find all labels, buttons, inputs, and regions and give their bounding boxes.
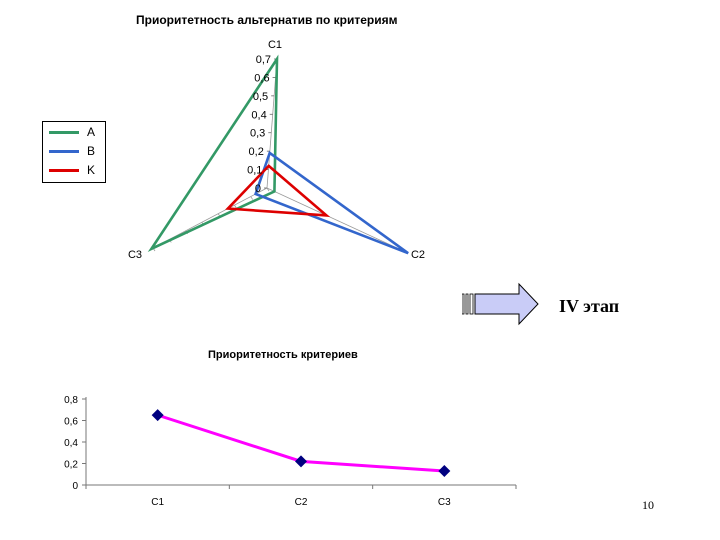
legend-label-a: A <box>87 125 96 139</box>
legend-item-a: A <box>49 124 105 140</box>
radar-chart-title: Приоритетность альтернатив по критериям <box>136 13 398 27</box>
y-tick-label: 0,2 <box>64 460 78 471</box>
stage-label: IV этап <box>559 296 620 316</box>
radar-tick-label: 0,6 <box>254 72 269 84</box>
line-axes: 0 0,2 0,4 0,6 0,8 C1 C2 C3 <box>64 395 517 508</box>
radar-tick-label: 0,5 <box>253 91 268 103</box>
legend-swatch-k <box>49 169 79 172</box>
radar-tick <box>266 187 270 192</box>
y-tick-label: 0 <box>72 481 78 492</box>
legend-item-k: K <box>49 162 105 178</box>
x-tick-label: C2 <box>295 497 308 508</box>
line-point-marker <box>151 409 164 422</box>
legend-swatch-b <box>49 150 79 153</box>
radar-tick-label: 0,4 <box>251 109 266 121</box>
radar-tick-label: 0,1 <box>247 165 262 177</box>
radar-spoke <box>266 187 398 249</box>
radar-tick <box>250 196 254 200</box>
line-chart-title: Приоритетность критериев <box>208 349 358 361</box>
legend-item-b: B <box>49 143 105 159</box>
legend-label-b: B <box>87 144 96 158</box>
page-number: 10 <box>642 498 654 512</box>
x-tick-label: C1 <box>151 497 164 508</box>
x-tick-label: C3 <box>438 497 451 508</box>
radar-legend: A B K <box>42 121 106 183</box>
radar-tick-label: 0,7 <box>256 54 271 66</box>
line-series <box>151 409 451 478</box>
right-arrow-icon <box>462 282 539 326</box>
radar-labels: 0 0,1 0,2 0,3 0,4 0,5 0,6 0,7 C1 C2 C3 <box>128 39 425 261</box>
radar-axis-label: C2 <box>411 249 425 261</box>
radar-tick <box>234 204 237 209</box>
y-tick-label: 0,8 <box>64 395 78 406</box>
radar-series <box>147 54 409 255</box>
radar-tick-label: 0,3 <box>250 128 265 140</box>
line-point-marker <box>295 455 307 468</box>
legend-swatch-a <box>49 131 79 134</box>
radar-series-k <box>225 164 331 217</box>
radar-axis-label: C3 <box>128 249 142 261</box>
y-tick-label: 0,6 <box>64 417 78 428</box>
radar-tick-label: 0 <box>255 183 261 195</box>
radar-tick-label: 0,2 <box>249 146 264 158</box>
legend-label-k: K <box>87 163 96 177</box>
radar-series-a <box>147 54 279 252</box>
line-point-marker <box>438 465 451 478</box>
radar-axis-label: C1 <box>268 39 282 51</box>
y-tick-label: 0,4 <box>64 438 78 449</box>
